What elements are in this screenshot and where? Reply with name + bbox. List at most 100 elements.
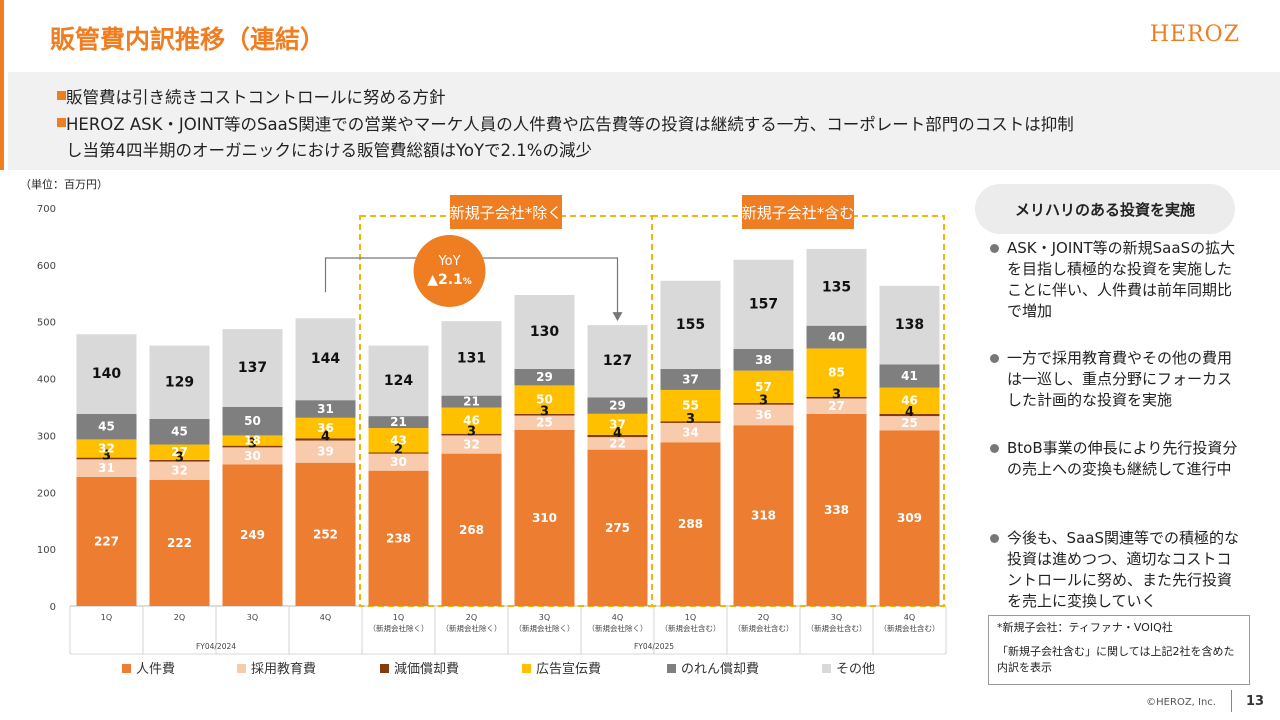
bar-segment	[76, 459, 137, 477]
bar-segment	[806, 413, 867, 606]
bar-value-label: 4	[613, 426, 622, 441]
x-tick-label: 4Q	[320, 613, 331, 622]
footnote-box: *新規子会社：ティファナ・VOIQ社 「新規子会社含む」に関しては上記2社を含め…	[988, 615, 1250, 685]
y-tick-label: 100	[37, 545, 56, 556]
bar-value-label: 30	[244, 449, 261, 463]
bar-segment	[222, 329, 283, 407]
group-label-box	[450, 195, 562, 229]
bar-value-label: 135	[822, 279, 851, 295]
unit-label: （単位：百万円）	[20, 178, 108, 191]
bar-value-label: 268	[459, 523, 484, 537]
bar-segment	[295, 417, 356, 439]
bar-value-label: 3	[467, 424, 476, 439]
bar-segment	[295, 462, 356, 606]
y-tick-label: 500	[37, 318, 56, 329]
bar-segment	[76, 439, 137, 458]
bar-segment	[587, 413, 648, 435]
bar-value-label: 50	[536, 393, 553, 407]
right-bullet: BtoB事業の伸長により先行投資分の売上への変換も継続して進行中	[990, 438, 1240, 480]
bar-segment	[295, 400, 356, 418]
bar-segment	[149, 345, 210, 419]
bar-value-label: 275	[605, 521, 630, 535]
legend-swatch	[822, 664, 831, 673]
bar-value-label: 55	[682, 399, 699, 413]
x-tick-label: 1Q	[393, 613, 404, 622]
bar-value-label: 27	[171, 445, 188, 459]
x-tick-sublabel: （新規会社含む）	[734, 623, 794, 633]
bar-value-label: 318	[751, 509, 776, 523]
bar-segment	[733, 425, 794, 606]
circle-bullet-icon	[990, 354, 999, 363]
bar-value-label: 127	[603, 353, 632, 369]
bar-segment	[441, 435, 502, 454]
bar-segment	[368, 453, 429, 471]
bar-segment	[222, 464, 283, 606]
bar-segment	[222, 445, 283, 448]
bar-segment	[295, 318, 356, 401]
bar-value-label: 50	[244, 414, 261, 428]
bar-segment	[587, 449, 648, 606]
bar-value-label: 45	[98, 420, 115, 434]
bar-value-label: 37	[609, 417, 626, 431]
x-tick-label: 1Q	[101, 613, 112, 622]
bar-value-label: 338	[824, 503, 849, 517]
yoy-callout-value: ▲2.1%	[427, 272, 472, 288]
bar-segment	[441, 453, 502, 606]
bar-segment	[368, 470, 429, 606]
bar-segment	[295, 440, 356, 463]
bar-value-label: 46	[901, 394, 918, 408]
y-tick-label: 700	[37, 204, 56, 215]
legend-label: その他	[836, 662, 875, 677]
bar-segment	[879, 285, 940, 365]
bar-value-label: 144	[311, 351, 340, 367]
bar-segment	[514, 385, 575, 414]
bar-segment	[76, 334, 137, 414]
x-tick-label: 4Q	[904, 613, 915, 622]
right-bullet-text: BtoB事業の伸長により先行投資分の売上への変換も継続して進行中	[1007, 439, 1238, 478]
bar-value-label: 252	[313, 527, 338, 541]
circle-bullet-icon	[990, 534, 999, 543]
bar-segment	[660, 421, 721, 423]
bar-value-label: 41	[901, 369, 918, 383]
bar-segment	[149, 459, 210, 462]
summary-text: 販管費は引き続きコストコントロールに努める方針	[66, 88, 446, 107]
legend-swatch	[122, 664, 131, 673]
bar-segment	[733, 404, 794, 426]
bar-value-label: 39	[317, 445, 334, 459]
yoy-callout-title: YoY	[437, 254, 460, 269]
bar-value-label: 4	[321, 430, 330, 445]
bar-value-label: 31	[317, 402, 334, 416]
bar-value-label: 3	[759, 394, 768, 409]
x-tick-sublabel: （新規会社含む）	[661, 623, 721, 633]
legend-swatch	[667, 664, 676, 673]
legend-label: のれん償却費	[681, 662, 759, 677]
bar-segment	[660, 368, 721, 390]
bar-value-label: 32	[463, 438, 480, 452]
summary-bullet: HEROZ ASK・JOINT等のSaaS関連での営業やマーケ人員の人件費や広告…	[57, 111, 1074, 135]
bar-value-label: 131	[457, 350, 486, 366]
yoy-callout-unit: %	[463, 277, 472, 287]
bar-value-label: 46	[463, 414, 480, 428]
y-tick-label: 200	[37, 488, 56, 499]
bar-segment	[441, 407, 502, 434]
bar-value-label: 57	[755, 380, 772, 394]
bar-value-label: 238	[386, 531, 411, 545]
right-panel-heading: メリハリのある投資を実施	[975, 184, 1235, 234]
circle-bullet-icon	[990, 444, 999, 453]
bar-value-label: 31	[98, 461, 115, 475]
footnote-line: *新規子会社：ティファナ・VOIQ社	[997, 621, 1173, 634]
group-label-box	[742, 195, 854, 229]
copyright: ©HEROZ, Inc.	[1146, 697, 1216, 708]
bar-value-label: 309	[897, 511, 922, 525]
bar-segment	[222, 407, 283, 436]
bar-segment	[733, 370, 794, 404]
bar-value-label: 130	[530, 324, 559, 340]
bar-value-label: 310	[532, 511, 557, 525]
bar-segment	[806, 325, 867, 349]
legend-swatch	[380, 664, 389, 673]
bar-value-label: 129	[165, 374, 194, 390]
bar-value-label: 249	[240, 528, 265, 542]
bar-value-label: 2	[394, 443, 403, 458]
bar-segment	[76, 413, 137, 440]
yoy-arrow-head	[612, 312, 623, 322]
